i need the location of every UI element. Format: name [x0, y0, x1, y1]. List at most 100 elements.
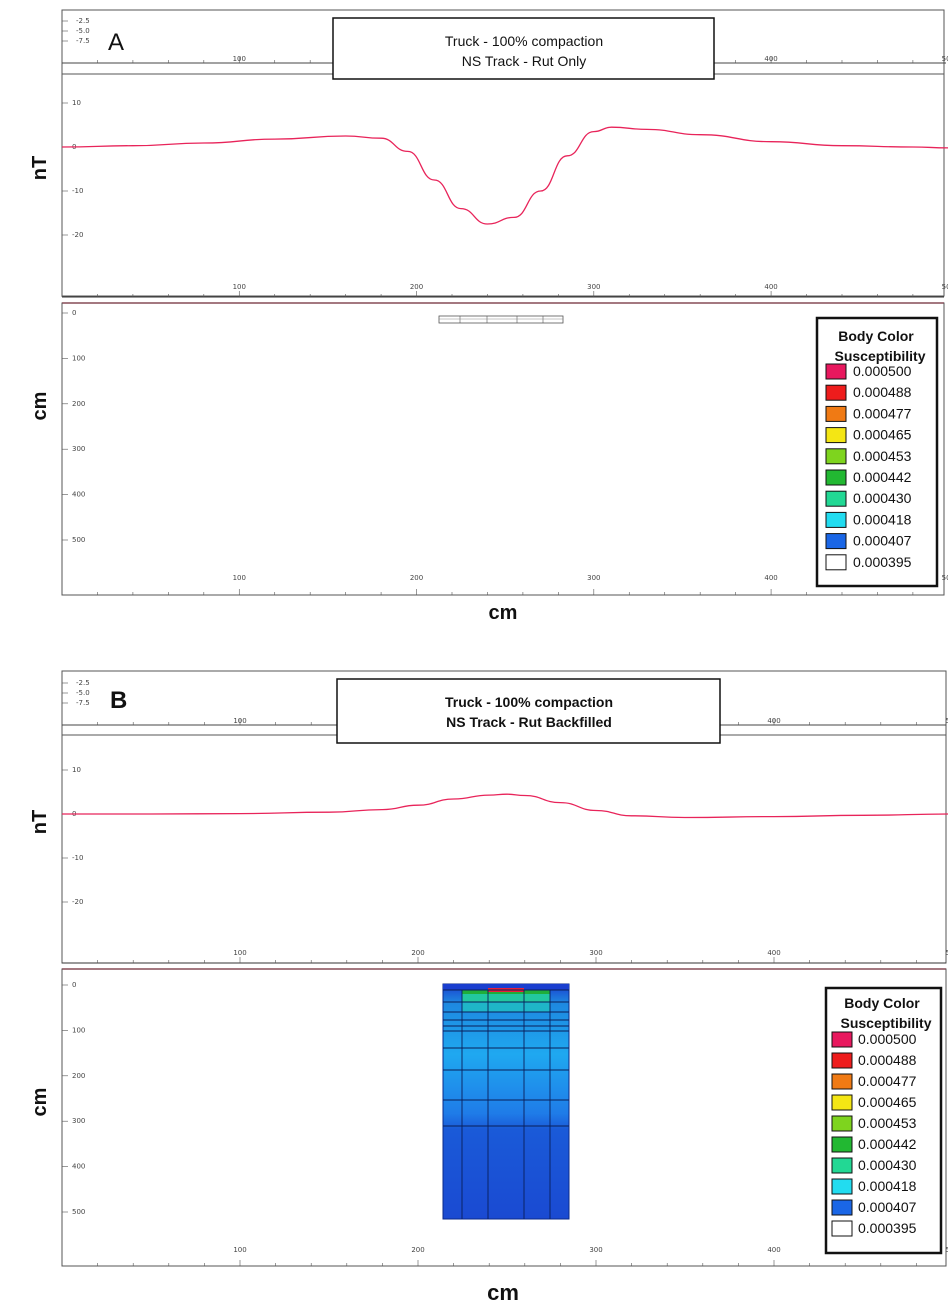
legend-value: 0.000430 — [853, 490, 912, 506]
legend: Body Color Susceptibility 0.000500 0.0004… — [824, 986, 943, 1255]
legend-swatch — [831, 1136, 853, 1153]
depth-tick-label: 0 — [72, 309, 76, 317]
legend-value: 0.000500 — [853, 363, 912, 379]
legend-swatch — [825, 448, 847, 465]
legend-title-1: Body Color — [838, 328, 914, 344]
panel-letter: B — [110, 687, 127, 714]
y-axis-label-cm: cm — [29, 392, 51, 421]
depth-tick-label: 500 — [72, 536, 85, 544]
chart-title-line1: Truck - 100% compaction — [445, 33, 603, 49]
legend-swatch — [831, 1199, 853, 1216]
legend-item: 0.000453 — [831, 1115, 917, 1132]
x-tick-label: 100 — [233, 1246, 246, 1254]
x-axis-label: cm — [487, 1280, 519, 1304]
magnetic-anomaly-line — [61, 126, 948, 225]
legend-items: 0.000500 0.000488 0.000477 0.000465 0.000453… — [825, 363, 912, 571]
legend-swatch — [831, 1178, 853, 1195]
legend-title-2: Susceptibility — [840, 1015, 931, 1031]
y-axis-label-nt: nT — [29, 156, 51, 180]
y-tick-label: 10 — [72, 766, 81, 774]
legend-value: 0.000430 — [858, 1157, 917, 1173]
legend-swatch — [831, 1157, 853, 1174]
x-tick-label: 200 — [410, 574, 423, 582]
legend-item: 0.000477 — [825, 405, 912, 422]
x-tick-label: 400 — [764, 574, 777, 582]
depth-tick-label: 300 — [72, 445, 85, 453]
legend-value: 0.000442 — [853, 469, 912, 485]
depth-tick-label: 400 — [72, 491, 85, 499]
legend-item: 0.000418 — [825, 511, 912, 528]
gravity-tick-label: -2.5 — [76, 17, 90, 25]
x-tick-label: 400 — [764, 283, 777, 291]
x-tick-label: 500 — [942, 574, 948, 582]
gravity-tick-label: -7.5 — [76, 699, 90, 707]
gravity-tick-label: -5.0 — [76, 27, 90, 35]
rut-body-outline — [438, 315, 564, 324]
legend-value: 0.000407 — [858, 1199, 917, 1215]
gravity-tick-label: -7.5 — [76, 37, 90, 45]
panel-letter: A — [108, 29, 124, 56]
legend-item: 0.000488 — [825, 384, 912, 401]
legend-item: 0.000453 — [825, 448, 912, 465]
legend-value: 0.000418 — [853, 511, 912, 527]
title-box — [332, 17, 715, 80]
legend-title-1: Body Color — [844, 995, 920, 1011]
legend-swatch — [831, 1052, 853, 1069]
x-tick-label: 400 — [767, 1246, 780, 1254]
legend-swatch — [825, 533, 847, 550]
tick-marks: -2.5 -5.0 -7.5 100 200 300 400 500 100 200 300 400 5… — [61, 17, 948, 595]
legend-item: 0.000430 — [831, 1157, 917, 1174]
x-tick-label: 100 — [233, 717, 246, 725]
chart-title-line2: NS Track - Rut Backfilled — [446, 714, 612, 730]
panel-a: -2.5 -5.0 -7.5 100 200 300 400 500 100 200 300 400 5… — [29, 9, 948, 624]
x-tick-label: 100 — [233, 55, 246, 63]
x-tick-label: 200 — [411, 1246, 424, 1254]
panel-b: -2.5-5.0-7.51002003004005001002003004005… — [29, 670, 948, 1304]
legend-value: 0.000395 — [858, 1220, 917, 1236]
legend-item: 0.000500 — [831, 1031, 917, 1048]
legend-item: 0.000395 — [825, 554, 912, 571]
legend-swatch — [831, 1073, 853, 1090]
legend-value: 0.000465 — [853, 427, 912, 443]
legend-value: 0.000465 — [858, 1094, 917, 1110]
legend-swatch — [831, 1220, 853, 1237]
legend-swatch — [831, 1031, 853, 1048]
gravity-tick-label: -5.0 — [76, 689, 90, 697]
x-tick-label: 400 — [767, 717, 780, 725]
legend-swatch — [825, 384, 847, 401]
legend-item: 0.000465 — [831, 1094, 917, 1111]
gravity-tick-label: -2.5 — [76, 679, 90, 687]
y-axis-label-cm: cm — [29, 1088, 51, 1117]
x-tick-label: 300 — [587, 574, 600, 582]
legend-item: 0.000500 — [825, 363, 912, 380]
legend-item: 0.000442 — [831, 1136, 917, 1153]
y-tick-label: -10 — [72, 854, 83, 862]
y-axis-label-nt: nT — [29, 810, 51, 834]
legend-value: 0.000407 — [853, 533, 912, 549]
legend: Body Color Susceptibility 0.000500 0.0004… — [815, 316, 939, 588]
depth-tick-label: 100 — [72, 354, 85, 362]
x-tick-label: 500 — [945, 1246, 948, 1254]
depth-tick-label: 0 — [72, 981, 76, 989]
depth-tick-label: 200 — [72, 400, 85, 408]
legend-swatch — [825, 511, 847, 528]
x-tick-label: 100 — [233, 283, 246, 291]
model-section-frame — [61, 302, 945, 596]
legend-value: 0.000477 — [858, 1073, 917, 1089]
chart-title-line1: Truck - 100% compaction — [445, 694, 613, 710]
x-tick-label: 500 — [942, 283, 948, 291]
legend-item: 0.000477 — [831, 1073, 917, 1090]
x-tick-label: 500 — [945, 717, 948, 725]
legend-items: 0.000500 0.000488 0.000477 0.000465 0.000453… — [831, 1031, 917, 1237]
depth-tick-label: 200 — [72, 1072, 85, 1080]
depth-tick-label: 300 — [72, 1117, 85, 1125]
legend-value: 0.000418 — [858, 1178, 917, 1194]
x-tick-label: 100 — [233, 949, 246, 957]
legend-value: 0.000453 — [858, 1115, 917, 1131]
legend-swatch — [825, 469, 847, 486]
legend-value: 0.000500 — [858, 1031, 917, 1047]
legend-item: 0.000395 — [831, 1220, 917, 1237]
legend-item: 0.000418 — [831, 1178, 917, 1195]
legend-item: 0.000430 — [825, 490, 912, 507]
